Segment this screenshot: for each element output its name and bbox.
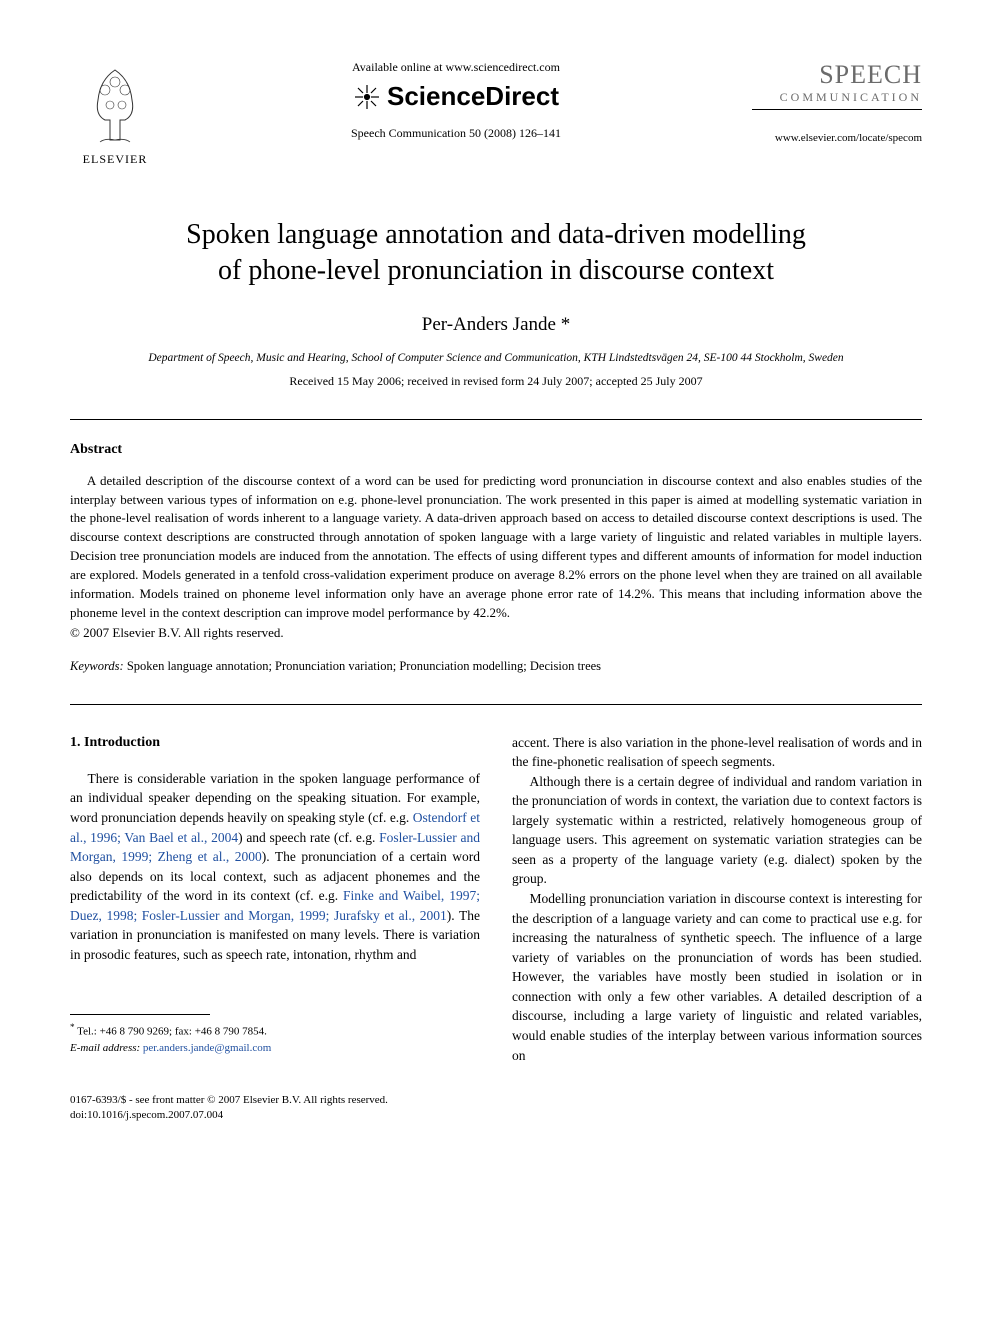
intro-paragraph-3: Modelling pronunciation variation in dis…: [512, 889, 922, 1065]
intro-paragraph-2: Although there is a certain degree of in…: [512, 772, 922, 889]
abstract-text: A detailed description of the discourse …: [70, 472, 922, 623]
abstract-bottom-rule: [70, 704, 922, 705]
intro-paragraph-1-cont: accent. There is also variation in the p…: [512, 733, 922, 772]
footnote-email: E-mail address: per.anders.jande@gmail.c…: [70, 1041, 480, 1056]
journal-rule: [752, 109, 922, 110]
abstract-copyright: © 2007 Elsevier B.V. All rights reserved…: [70, 625, 922, 641]
sciencedirect-text: ScienceDirect: [387, 81, 559, 112]
affiliation: Department of Speech, Music and Hearing,…: [70, 352, 922, 364]
publisher-label: ELSEVIER: [83, 152, 148, 167]
footer-front-matter: 0167-6393/$ - see front matter © 2007 El…: [70, 1093, 922, 1108]
journal-reference: Speech Communication 50 (2008) 126–141: [160, 126, 752, 141]
footnote-tel: * Tel.: +46 8 790 9269; fax: +46 8 790 7…: [70, 1021, 480, 1040]
abstract-heading: Abstract: [70, 442, 922, 458]
footer-doi: doi:10.1016/j.specom.2007.07.004: [70, 1108, 922, 1123]
elsevier-tree-icon: [80, 60, 150, 150]
article-dates: Received 15 May 2006; received in revise…: [70, 374, 922, 389]
page-header: ELSEVIER Available online at www.science…: [70, 60, 922, 167]
intro-heading: 1. Introduction: [70, 733, 480, 753]
article-title: Spoken language annotation and data-driv…: [70, 217, 922, 290]
body-columns: 1. Introduction There is considerable va…: [70, 733, 922, 1066]
journal-url: www.elsevier.com/locate/specom: [752, 132, 922, 144]
center-header: Available online at www.sciencedirect.co…: [160, 60, 752, 141]
sciencedirect-burst-icon: [353, 83, 381, 111]
publisher-logo-block: ELSEVIER: [70, 60, 160, 167]
intro-paragraph-1: There is considerable variation in the s…: [70, 769, 480, 965]
author-name: Per-Anders Jande: [422, 314, 556, 335]
journal-subtitle: COMMUNICATION: [752, 90, 922, 105]
title-line-2: of phone-level pronunciation in discours…: [218, 255, 774, 286]
keywords-label: Keywords:: [70, 659, 124, 673]
right-column: accent. There is also variation in the p…: [512, 733, 922, 1066]
abstract-top-rule: [70, 419, 922, 420]
keywords-line: Keywords: Spoken language annotation; Pr…: [70, 659, 922, 674]
abstract-body: A detailed description of the discourse …: [70, 472, 922, 623]
left-column: 1. Introduction There is considerable va…: [70, 733, 480, 1066]
corresponding-footnote: * Tel.: +46 8 790 9269; fax: +46 8 790 7…: [70, 1021, 480, 1055]
journal-name: SPEECH: [752, 60, 922, 90]
title-line-1: Spoken language annotation and data-driv…: [186, 219, 806, 250]
author-line: Per-Anders Jande *: [70, 314, 922, 336]
keywords-text: Spoken language annotation; Pronunciatio…: [127, 659, 601, 673]
page-footer: 0167-6393/$ - see front matter © 2007 El…: [70, 1093, 922, 1124]
footnote-email-label: E-mail address:: [70, 1042, 140, 1054]
footnote-rule: [70, 1014, 210, 1015]
footnote-email-address[interactable]: per.anders.jande@gmail.com: [143, 1042, 271, 1054]
journal-title-block: SPEECH COMMUNICATION www.elsevier.com/lo…: [752, 60, 922, 144]
available-online-text: Available online at www.sciencedirect.co…: [160, 60, 752, 75]
sciencedirect-logo: ScienceDirect: [160, 81, 752, 112]
author-corresponding-mark: *: [561, 314, 571, 335]
